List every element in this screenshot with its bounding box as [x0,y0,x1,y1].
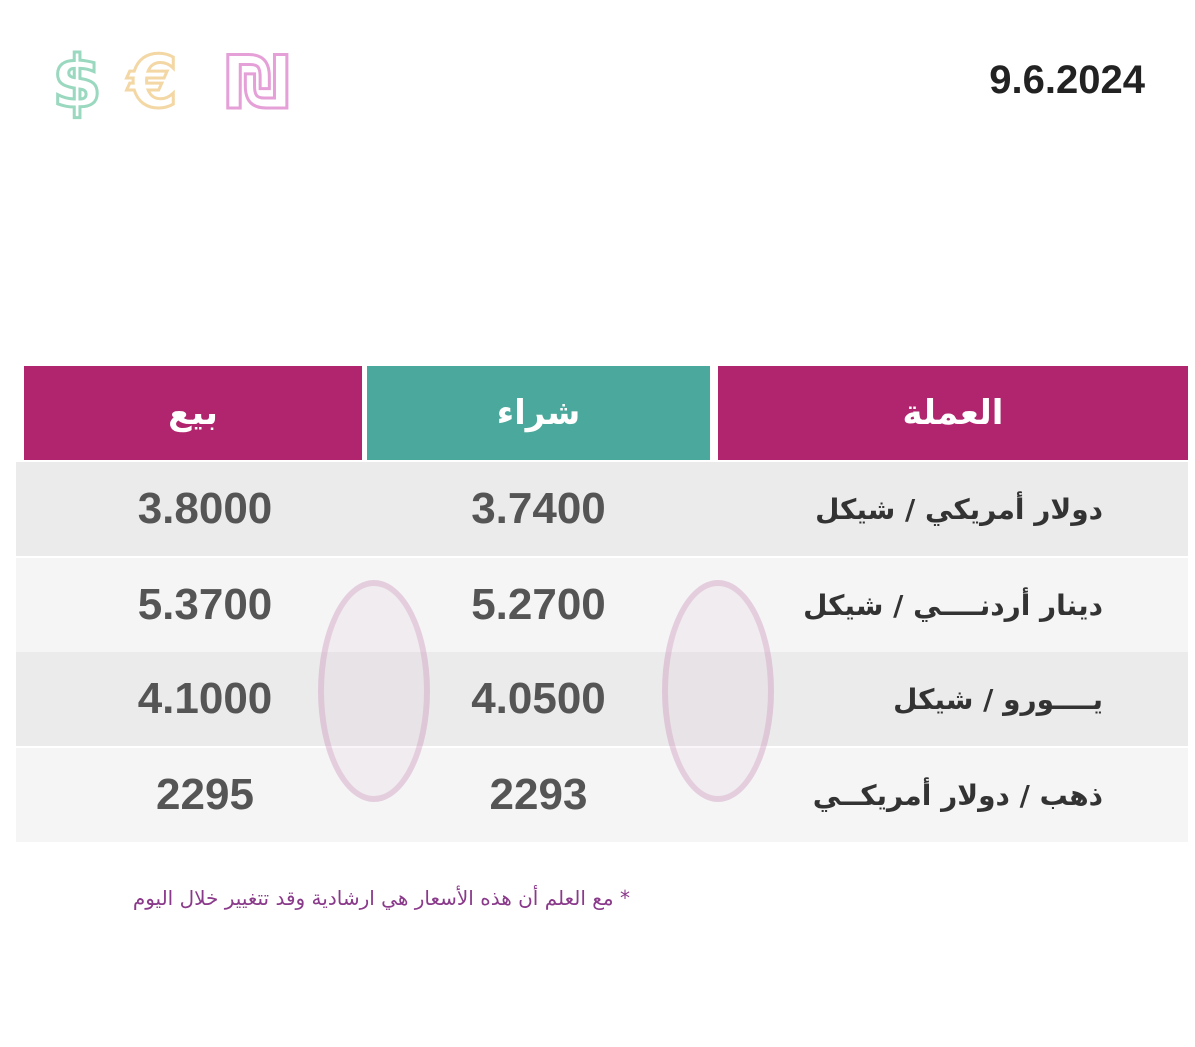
watermark [662,580,774,802]
header-cell: شراء [367,366,710,460]
sell-value: 5.3700 [137,580,273,629]
buy-value: 4.0500 [471,674,606,723]
table-row: دولار أمريكي / شيكل 3.7400 3.8000 [16,462,1188,556]
buy-value: 2293 [489,770,588,819]
buy-value: 5.2700 [471,580,606,629]
dollar-icon: $ [50,39,103,126]
table-row: يــــورو / شيكل 4.0500 4.1000 [16,652,1188,746]
header-cell: العملة [718,366,1188,460]
date: 9.6.2024 [989,58,1145,102]
currency-name: دينار أردنــــي / شيكل [803,588,1103,622]
currency-name: ذهب / دولار أمريكــي [812,778,1103,812]
header-cell: بيع [24,366,362,460]
euro-icon: € [126,39,179,126]
currency-name: دولار أمريكي / شيكل [815,492,1103,526]
watermark [318,580,430,802]
sell-value: 2295 [156,770,254,819]
currency-name: يــــورو / شيكل [893,682,1103,716]
table-row: ذهب / دولار أمريكــي 2293 2295 [16,748,1188,842]
shekel-icon: ₪ [223,39,291,126]
buy-value: 3.7400 [471,484,606,533]
sell-value: 4.1000 [137,674,273,723]
footnote: * مع العلم أن هذه الأسعار هي ارشادية وقد… [132,886,630,910]
sell-value: 3.8000 [137,484,273,533]
table-row: دينار أردنــــي / شيكل 5.2700 5.3700 [16,558,1188,652]
